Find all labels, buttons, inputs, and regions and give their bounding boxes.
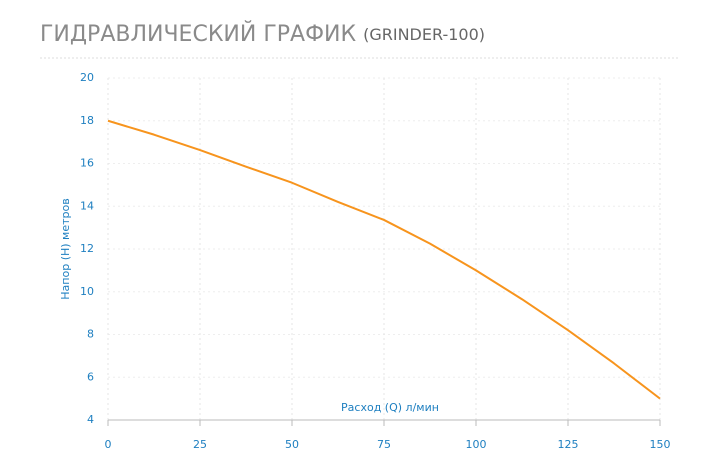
y-tick-label: 14: [80, 199, 94, 212]
x-axis-title: Расход (Q) л/мин: [341, 401, 439, 414]
series-line: [107, 119, 661, 400]
title-sub: (GRINDER-100): [363, 25, 485, 44]
y-tick-label: 4: [87, 413, 94, 426]
y-tick-label: 8: [87, 328, 94, 341]
y-tick-label: 6: [87, 370, 94, 383]
x-tick-label: 25: [193, 438, 207, 451]
x-tick-label: 125: [558, 438, 579, 451]
x-tick-label: 150: [650, 438, 671, 451]
x-tick-label: 50: [285, 438, 299, 451]
x-tick-label: 75: [377, 438, 391, 451]
y-tick-label: 18: [80, 114, 94, 127]
y-tick-label: 16: [80, 157, 94, 170]
y-axis-title: Напор (Н) метров: [59, 198, 72, 299]
chart-title: ГИДРАВЛИЧЕСКИЙ ГРАФИК (GRINDER-100): [40, 21, 485, 47]
x-tick-label: 100: [466, 438, 487, 451]
x-tick-label: 0: [105, 438, 112, 451]
y-tick-label: 12: [80, 242, 94, 255]
y-tick-label: 20: [80, 71, 94, 84]
y-tick-label: 10: [80, 285, 94, 298]
title-main: ГИДРАВЛИЧЕСКИЙ ГРАФИК: [40, 21, 356, 47]
